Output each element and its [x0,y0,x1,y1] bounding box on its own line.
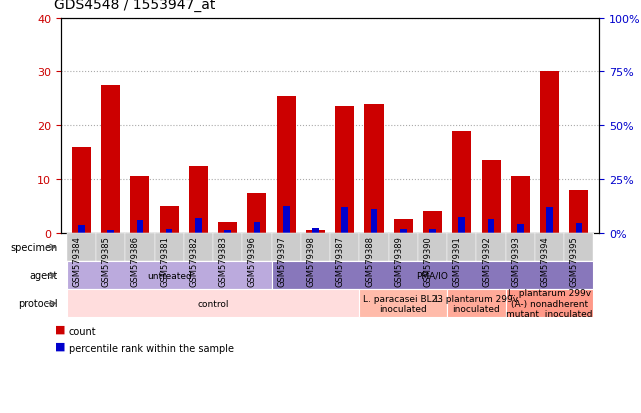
Bar [306,230,325,233]
Bar [394,220,413,233]
Bar [130,177,149,233]
Bar [78,226,85,233]
Text: ■: ■ [54,341,65,351]
Bar [400,229,406,233]
Text: GSM579383: GSM579383 [219,235,228,286]
Text: untreated: untreated [147,271,192,280]
Bar [166,229,172,233]
Text: percentile rank within the sample: percentile rank within the sample [69,343,233,353]
Text: explant: explant [401,243,435,252]
Bar [189,166,208,233]
Bar [160,206,179,233]
Text: GSM579391: GSM579391 [453,235,462,286]
Bar [511,177,530,233]
Bar [137,221,143,233]
Text: agent: agent [29,271,58,280]
Bar [247,193,267,233]
Text: L. plantarum 299v
inoculated: L. plantarum 299v inoculated [435,294,518,313]
Bar [101,86,120,233]
Text: GSM579398: GSM579398 [306,235,315,286]
Bar [429,229,436,233]
Text: GSM579389: GSM579389 [394,235,403,286]
Text: GDS4548 / 1553947_at: GDS4548 / 1553947_at [54,0,216,12]
Bar [365,104,383,233]
Text: GSM579395: GSM579395 [570,235,579,286]
Text: GSM579386: GSM579386 [131,235,140,286]
Text: GSM579397: GSM579397 [277,235,287,286]
Bar [540,72,559,233]
Text: ■: ■ [54,324,65,334]
Text: GSM579388: GSM579388 [365,235,374,286]
Text: GSM579385: GSM579385 [102,235,111,286]
Bar [283,206,290,233]
Text: PMA/IO: PMA/IO [417,271,449,280]
Text: GSM579382: GSM579382 [190,235,199,286]
Bar [569,190,588,233]
Bar [335,107,354,233]
Text: GSM579396: GSM579396 [248,235,257,286]
Text: GSM579387: GSM579387 [336,235,345,286]
Bar [423,212,442,233]
Text: GSM579394: GSM579394 [540,235,549,286]
Bar [488,219,494,233]
Text: specimen: specimen [10,242,58,252]
Text: L. plantarum 299v
(A-) nonadherent
mutant  inoculated: L. plantarum 299v (A-) nonadherent mutan… [506,289,593,318]
Bar [107,230,114,233]
Text: L. paracasei BL23
inoculated: L. paracasei BL23 inoculated [363,294,444,313]
Bar [195,218,202,233]
Bar [481,161,501,233]
Bar [517,225,524,233]
Text: protocol: protocol [18,299,58,309]
Bar [277,97,296,233]
Bar [224,230,231,233]
Bar [254,223,260,233]
Bar [576,224,582,233]
Text: directly frozen: directly frozen [122,243,187,252]
Bar [453,131,471,233]
Bar [370,210,378,233]
Bar [458,217,465,233]
Text: GSM579393: GSM579393 [512,235,520,286]
Text: GSM579390: GSM579390 [424,235,433,286]
Text: GSM579384: GSM579384 [72,235,81,286]
Text: control: control [197,299,229,308]
Bar [218,223,237,233]
Text: GSM579381: GSM579381 [160,235,169,286]
Bar [546,208,553,233]
Text: count: count [69,326,96,336]
Bar [312,228,319,233]
Bar [342,208,348,233]
Bar [72,147,91,233]
Text: GSM579392: GSM579392 [482,235,491,286]
